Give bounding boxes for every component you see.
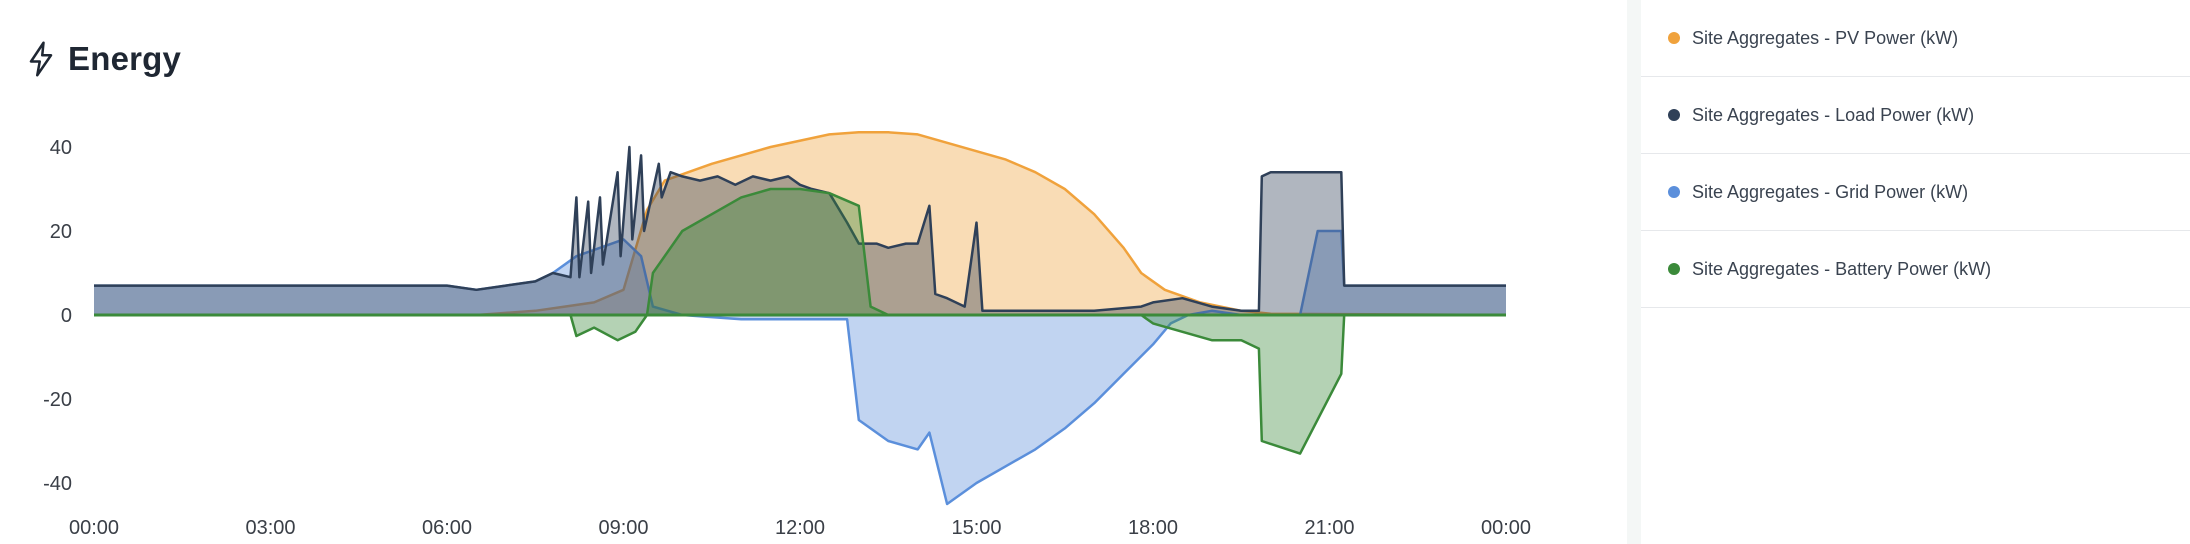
series-area-grid xyxy=(94,231,1506,504)
x-tick-label: 03:00 xyxy=(245,517,295,539)
series-line-battery xyxy=(94,187,1506,455)
x-tick-label: 12:00 xyxy=(775,517,825,539)
series-area-load xyxy=(94,147,1506,315)
energy-chart[interactable]: 40 20 0 -20 -40 00:00 03:00 06:00 09:00 12:00 15:0… xyxy=(0,0,1627,544)
x-tick-label: 00:00 xyxy=(69,517,119,539)
y-tick-label: -20 xyxy=(43,389,72,411)
energy-panel: Energy 40 20 0 -20 -40 00:00 03:00 06:00 09:00 12… xyxy=(0,0,1627,544)
x-tick-label: 21:00 xyxy=(1304,517,1354,539)
legend-dot xyxy=(1668,109,1680,121)
legend-item-battery[interactable]: Site Aggregates - Battery Power (kW) xyxy=(1641,231,2190,308)
panel-header: Energy xyxy=(26,40,181,78)
legend-item-grid[interactable]: Site Aggregates - Grid Power (kW) xyxy=(1641,154,2190,231)
y-tick-label: -40 xyxy=(43,473,72,495)
legend-label: Site Aggregates - Grid Power (kW) xyxy=(1692,181,1969,202)
lightning-icon xyxy=(29,41,53,77)
x-tick-label: 06:00 xyxy=(422,517,472,539)
x-tick-label: 00:00 xyxy=(1481,517,1531,539)
series-line-load xyxy=(94,145,1506,313)
legend-dot xyxy=(1668,186,1680,198)
y-tick-label: 0 xyxy=(61,305,72,327)
y-tick-label: 20 xyxy=(50,221,72,243)
legend-label: Site Aggregates - PV Power (kW) xyxy=(1692,27,1959,48)
legend-dot xyxy=(1668,32,1680,44)
x-tick-label: 09:00 xyxy=(598,517,648,539)
series-area-battery xyxy=(94,189,1506,454)
legend-label: Site Aggregates - Battery Power (kW) xyxy=(1692,258,1992,279)
legend-dot xyxy=(1668,263,1680,275)
panel-divider xyxy=(1627,0,1641,544)
x-tick-label: 18:00 xyxy=(1128,517,1178,539)
chart-legend: Site Aggregates - PV Power (kW) Site Aggr… xyxy=(1641,0,2190,308)
legend-label: Site Aggregates - Load Power (kW) xyxy=(1692,104,1975,125)
legend-item-pv[interactable]: Site Aggregates - PV Power (kW) xyxy=(1641,0,2190,77)
legend-panel: Site Aggregates - PV Power (kW) Site Aggr… xyxy=(1641,0,2190,544)
x-tick-label: 15:00 xyxy=(951,517,1001,539)
series-line-pv xyxy=(94,131,1507,317)
y-tick-label: 40 xyxy=(50,137,72,159)
series-area-pv xyxy=(94,132,1506,315)
legend-item-load[interactable]: Site Aggregates - Load Power (kW) xyxy=(1641,77,2190,154)
page-title: Energy xyxy=(68,40,182,77)
